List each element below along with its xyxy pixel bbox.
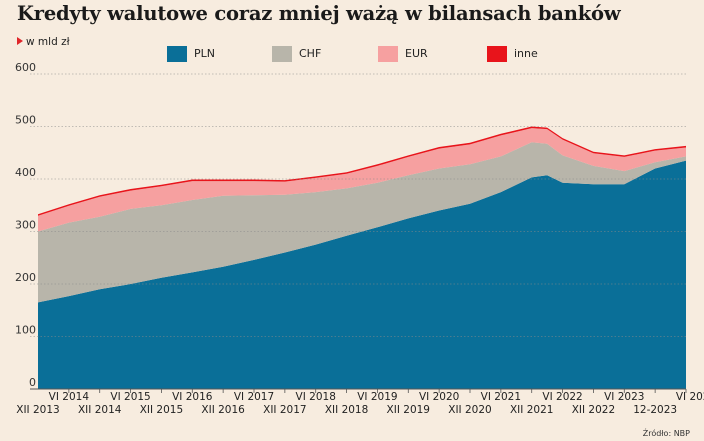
y-tick-label: 500 (15, 114, 36, 127)
unit-label: w mld zł (17, 36, 70, 48)
gridlines (30, 73, 686, 390)
x-tick-label: VI 2014 (49, 391, 90, 403)
x-tick-label: XII 2018 (325, 404, 368, 416)
x-tick-label: 12-2023 (633, 404, 677, 416)
x-tick-label: XII 2016 (201, 404, 245, 416)
y-tick-label: 600 (15, 61, 36, 74)
x-tick-label: XII 2020 (448, 404, 491, 416)
x-tick-label: VI 2023 (604, 391, 644, 403)
area-series-group (38, 126, 686, 389)
area-pln (38, 160, 686, 389)
x-tick-label: XII 2015 (140, 404, 183, 416)
x-tick-label: VI 2015 (110, 391, 150, 403)
unit-text: w mld zł (26, 36, 70, 48)
x-tick-label: XII 2021 (510, 404, 553, 416)
x-tick-label: VI 2016 (172, 391, 213, 403)
x-tick-label: VI 2019 (357, 391, 397, 403)
y-tick-label: 300 (15, 219, 36, 232)
area-eur (38, 128, 686, 232)
x-tick-label: VI 2022 (542, 391, 582, 403)
x-tick-label: VI 2017 (234, 391, 274, 403)
source-note: Źródło: NBP (642, 429, 690, 438)
y-axis: 0 100 200 300 400 500 600 (15, 61, 36, 389)
triangle-marker-icon (17, 37, 23, 45)
x-tick-label: XII 2022 (572, 404, 615, 416)
x-tick-label: XII 2013 (16, 404, 59, 416)
x-tick-label: VI 2020 (419, 391, 459, 403)
x-tick-label: XII 2014 (78, 404, 122, 416)
y-tick-label: 0 (29, 376, 36, 389)
y-tick-label: 400 (15, 166, 36, 179)
x-tick-label: VI 2024 (676, 391, 704, 403)
chart-title: Kredyty walutowe coraz mniej ważą w bila… (17, 2, 621, 25)
y-tick-label: 100 (15, 324, 36, 337)
x-tick-label: VI 2021 (481, 391, 521, 403)
x-tick-label: VI 2018 (296, 391, 336, 403)
area-chf (38, 142, 686, 303)
x-tick-label: XII 2019 (387, 404, 430, 416)
y-tick-label: 200 (15, 271, 36, 284)
x-tick-label: XII 2017 (263, 404, 306, 416)
